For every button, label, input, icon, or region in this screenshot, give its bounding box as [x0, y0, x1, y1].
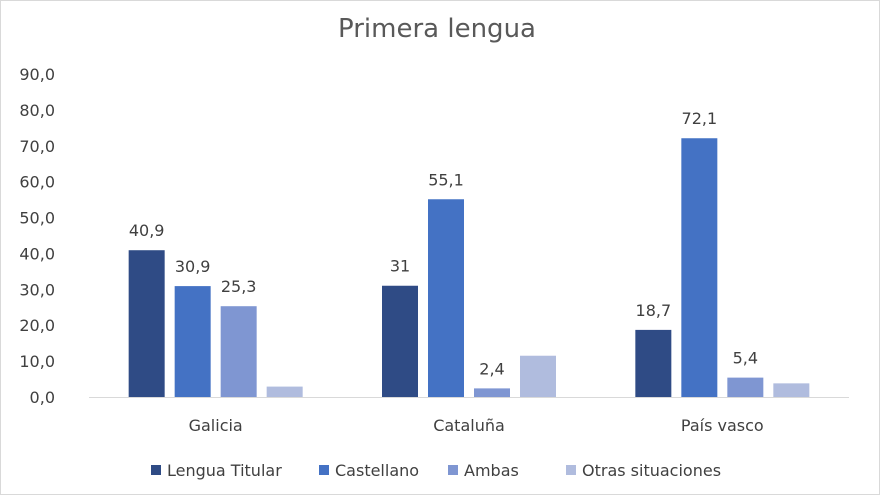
bars-group — [128, 138, 810, 398]
bar — [474, 388, 510, 397]
y-tick-label: 80,0 — [19, 101, 55, 120]
y-tick-label: 30,0 — [19, 280, 55, 299]
y-tick-label: 90,0 — [19, 65, 55, 84]
bar — [382, 285, 418, 397]
data-label: 31 — [390, 257, 410, 276]
data-label: 18,7 — [636, 301, 672, 320]
category-label: País vasco — [681, 416, 764, 435]
bar — [635, 329, 672, 397]
data-label: 55,1 — [428, 170, 464, 189]
y-tick-label: 60,0 — [19, 173, 55, 192]
data-label: 40,9 — [129, 221, 165, 240]
legend-swatch — [319, 465, 329, 475]
bar — [520, 355, 556, 397]
bar — [428, 199, 464, 397]
y-tick-label: 50,0 — [19, 209, 55, 228]
y-axis: 0,0 10,0 20,0 30,0 40,0 50,0 60,0 70,0 80,0 90,0 — [19, 65, 55, 407]
y-tick-label: 10,0 — [19, 352, 55, 371]
x-axis: Galicia Cataluña País vasco — [189, 416, 764, 435]
data-label: 2,4 — [479, 359, 504, 378]
category-label: Cataluña — [433, 416, 505, 435]
bar — [266, 386, 303, 397]
legend-label: Lengua Titular — [167, 461, 282, 480]
chart-title: Primera lengua — [338, 14, 536, 44]
data-label: 30,9 — [175, 257, 211, 276]
legend-swatch — [448, 465, 458, 475]
y-tick-label: 70,0 — [19, 137, 55, 156]
category-label: Galicia — [189, 416, 243, 435]
y-tick-label: 40,0 — [19, 244, 55, 263]
legend-label: Ambas — [464, 461, 519, 480]
data-label: 5,4 — [733, 349, 758, 368]
bar — [727, 377, 764, 397]
legend: Lengua Titular Castellano Ambas Otras situa… — [151, 461, 721, 480]
bar — [174, 286, 211, 397]
data-label: 72,1 — [682, 109, 718, 128]
bar — [128, 250, 165, 397]
y-tick-label: 0,0 — [30, 388, 55, 407]
legend-swatch — [566, 465, 576, 475]
bar — [681, 138, 718, 398]
legend-label: Otras situaciones — [582, 461, 721, 480]
bar — [773, 383, 810, 397]
data-labels-group: 40,9 30,9 25,3 31 55,1 2,4 18,7 72,1 5,4 — [129, 109, 758, 378]
bar — [220, 306, 257, 397]
legend-label: Castellano — [335, 461, 419, 480]
y-tick-label: 20,0 — [19, 316, 55, 335]
data-label: 25,3 — [221, 277, 257, 296]
legend-swatch — [151, 465, 161, 475]
